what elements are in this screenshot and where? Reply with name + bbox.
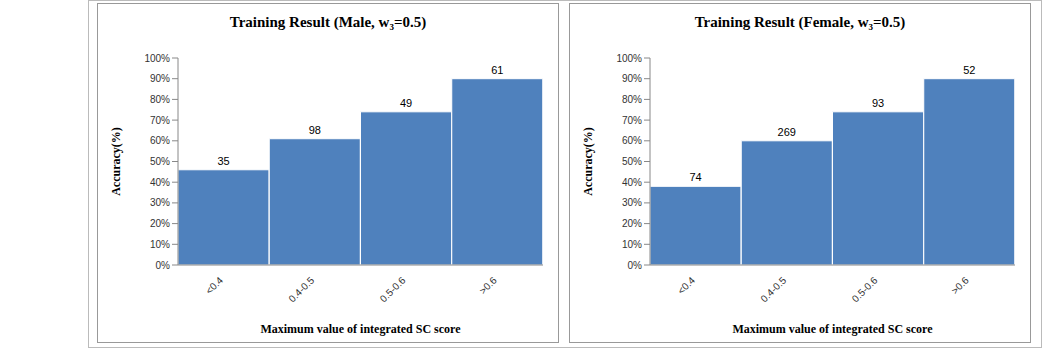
- svg-text:80%: 80%: [622, 94, 642, 105]
- svg-text:Maximum value of integrated SC: Maximum value of integrated SC score: [732, 322, 933, 336]
- svg-text:70%: 70%: [622, 115, 642, 126]
- svg-text:>0.6: >0.6: [477, 274, 499, 296]
- svg-text:0%: 0%: [156, 260, 171, 271]
- svg-text:0.5-0.6: 0.5-0.6: [850, 274, 880, 304]
- svg-text:60%: 60%: [150, 135, 170, 146]
- svg-text:70%: 70%: [150, 115, 170, 126]
- svg-text:40%: 40%: [150, 177, 170, 188]
- svg-text:61: 61: [491, 64, 503, 76]
- svg-text:60%: 60%: [622, 135, 642, 146]
- svg-text:0.5-0.6: 0.5-0.6: [378, 274, 408, 304]
- svg-text:Accuracy(%): Accuracy(%): [581, 127, 595, 196]
- svg-text:100%: 100%: [616, 53, 642, 64]
- svg-text:20%: 20%: [622, 218, 642, 229]
- svg-text:50%: 50%: [622, 156, 642, 167]
- svg-text:Accuracy(%): Accuracy(%): [109, 127, 123, 196]
- html-text:Training Result (Male, w₃=0.5): Training Result (Male, w₃=0.5): [229, 14, 427, 30]
- svg-text:<0.4: <0.4: [203, 274, 225, 296]
- svg-text:269: 269: [778, 126, 796, 138]
- svg-text:30%: 30%: [622, 197, 642, 208]
- svg-text:90%: 90%: [150, 73, 170, 84]
- svg-text:90%: 90%: [622, 73, 642, 84]
- svg-text:30%: 30%: [150, 197, 170, 208]
- svg-text:52: 52: [963, 64, 975, 76]
- svg-text:0%: 0%: [628, 260, 643, 271]
- svg-text:Maximum value of integrated SC: Maximum value of integrated SC score: [260, 322, 461, 336]
- svg-text:10%: 10%: [622, 239, 642, 250]
- svg-text:35: 35: [217, 155, 229, 167]
- svg-text:74: 74: [689, 171, 701, 183]
- html-text:Training Result (Female, w₃=0.: Training Result (Female, w₃=0.5): [694, 14, 906, 30]
- svg-text:10%: 10%: [150, 239, 170, 250]
- svg-text:>0.6: >0.6: [949, 274, 971, 296]
- svg-text:100%: 100%: [144, 53, 170, 64]
- svg-text:49: 49: [400, 97, 412, 109]
- svg-text:<0.4: <0.4: [675, 274, 697, 296]
- svg-text:50%: 50%: [150, 156, 170, 167]
- svg-text:98: 98: [309, 124, 321, 136]
- svg-text:0.4-0.5: 0.4-0.5: [758, 274, 788, 304]
- svg-text:80%: 80%: [150, 94, 170, 105]
- svg-text:20%: 20%: [150, 218, 170, 229]
- svg-text:93: 93: [872, 97, 884, 109]
- svg-text:0.4-0.5: 0.4-0.5: [286, 274, 316, 304]
- svg-text:40%: 40%: [622, 177, 642, 188]
